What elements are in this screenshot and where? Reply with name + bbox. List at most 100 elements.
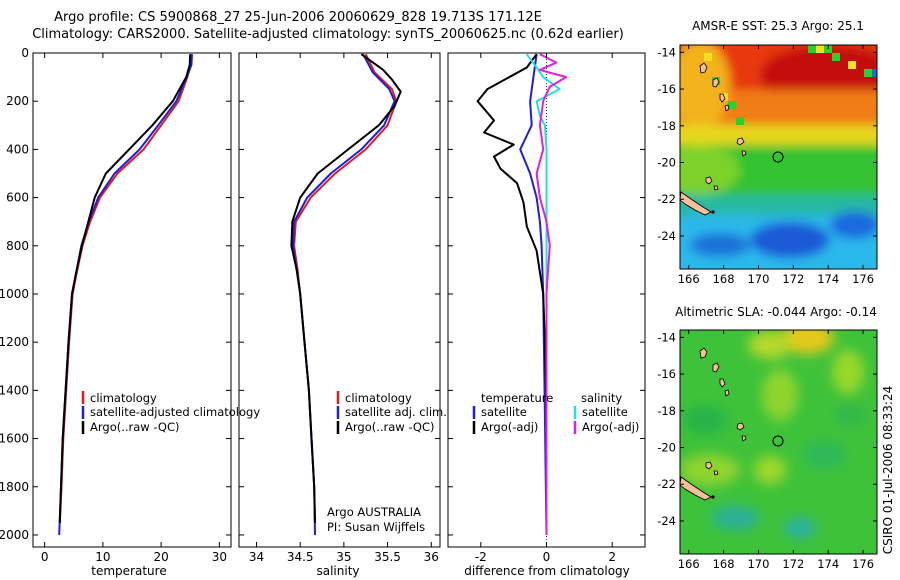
x-tick-label: 10 xyxy=(95,550,110,564)
difference-plot: -2 0 2 xyxy=(448,52,645,564)
map-x-tick-label: 174 xyxy=(817,557,839,571)
depth-tick-label: 1200 xyxy=(0,335,29,349)
figure-title-line1: Argo profile: CS 5900868_27 25-Jun-2006 … xyxy=(54,10,542,25)
legend-label-temp-argo: Argo(-adj) xyxy=(481,420,538,434)
depth-tick-label: 2000 xyxy=(0,528,29,542)
depth-tick-label: 600 xyxy=(6,191,29,205)
x-tick-label: 0 xyxy=(543,550,551,564)
depth-tick-label: 800 xyxy=(6,239,29,253)
legend-label-climatology: climatology xyxy=(90,391,157,405)
attribution-pi: PI: Susan Wijffels xyxy=(327,520,425,534)
map-y-tick-label: -24 xyxy=(657,514,676,528)
depth-tick-label: 0 xyxy=(21,46,29,60)
sla-location-dot xyxy=(711,495,715,499)
sst-profile-marker xyxy=(772,151,784,163)
temperature-plot: 0 10 20 30 xyxy=(33,52,231,564)
map-y-tick-label: -20 xyxy=(657,156,676,170)
temperature-series-climatology xyxy=(58,54,193,523)
legend-label-climatology: climatology xyxy=(345,391,412,405)
map-x-tick-label: 168 xyxy=(713,272,735,286)
sla-map-title: Altimetric SLA: -0.044 Argo: -0.14 xyxy=(675,305,877,319)
legend-header-salinity: salinity xyxy=(581,391,622,405)
sst-map-frame xyxy=(679,44,878,270)
x-tick-label: 36 xyxy=(424,550,439,564)
sla-map xyxy=(680,330,877,554)
sst-map xyxy=(680,45,877,269)
legend-label-argo: Argo(..raw -QC) xyxy=(345,420,435,434)
sst-map-axes: 166 168 170 172 174 176 -14 -16 -18 -20 -22 -24 xyxy=(657,45,877,286)
map-x-tick-label: 172 xyxy=(782,557,804,571)
map-y-tick-label: -16 xyxy=(657,82,676,96)
salinity-series-argo-raw-qc- xyxy=(290,53,402,523)
map-x-tick-label: 168 xyxy=(713,557,735,571)
sla-map-islands xyxy=(680,347,747,501)
temperature-panel-frame xyxy=(32,52,232,548)
x-tick-label: 20 xyxy=(153,550,168,564)
map-x-tick-label: 170 xyxy=(747,272,769,286)
sst-location-dot xyxy=(711,210,715,214)
sst-field xyxy=(680,45,877,269)
difference-series-salinity-argo-adj- xyxy=(535,53,568,535)
sla-profile-marker xyxy=(772,435,784,447)
sst-map-title: AMSR-E SST: 25.3 Argo: 25.1 xyxy=(692,19,864,33)
depth-tick-label: 1600 xyxy=(0,432,29,446)
legend-label-temp-satellite: satellite xyxy=(481,405,527,419)
temperature-xlabel: temperature xyxy=(91,564,166,578)
legend-label-sal-argo: Argo(-adj) xyxy=(582,420,639,434)
depth-tick-label: 200 xyxy=(6,94,29,108)
salinity-series-climatology xyxy=(293,53,398,523)
temperature-series-argo-raw-qc- xyxy=(58,54,192,523)
map-y-tick-label: -16 xyxy=(657,367,676,381)
map-y-tick-label: -18 xyxy=(657,404,676,418)
legend-label-satellite-adjusted: satellite-adjusted climatology xyxy=(90,405,260,419)
legend-label-satellite-adj: satellite adj. clim. xyxy=(345,405,447,419)
x-tick-label: 35 xyxy=(336,550,351,564)
salinity-legend: climatology satellite adj. clim. Argo(..… xyxy=(336,391,447,434)
salinity-xlabel: salinity xyxy=(316,564,359,578)
sst-map-islands xyxy=(680,62,747,216)
sla-map-frame xyxy=(679,329,878,555)
salinity-plot: 34 34.5 35 35.5 36 xyxy=(239,52,440,564)
temperature-legend: climatology satellite-adjusted climatolo… xyxy=(81,391,260,434)
difference-xlabel: difference from climatology xyxy=(464,564,630,578)
x-tick-label: 0 xyxy=(41,550,49,564)
sla-field xyxy=(680,330,865,538)
difference-series-temperature-argo-adj- xyxy=(476,53,548,535)
map-y-tick-label: -22 xyxy=(657,477,676,491)
depth-tick-label: 1400 xyxy=(0,383,29,397)
legend-header-temperature: temperature xyxy=(481,391,553,405)
map-x-tick-label: 166 xyxy=(678,557,700,571)
sla-map-axes: 166 168 170 172 174 176 -14 -16 -18 -20 -22 -24 xyxy=(657,330,877,571)
depth-tick-label: 400 xyxy=(6,142,29,156)
figure-title-line2: Climatology: CARS2000. Satellite-adjuste… xyxy=(32,27,624,42)
salinity-panel-frame xyxy=(238,52,441,548)
x-tick-label: 30 xyxy=(212,550,227,564)
legend-label-argo: Argo(..raw -QC) xyxy=(90,420,180,434)
temperature-series-satellite-adjusted-climatology xyxy=(58,54,193,536)
map-x-tick-label: 176 xyxy=(852,272,874,286)
attribution-program: Argo AUSTRALIA xyxy=(327,505,421,519)
depth-tick-label: 1800 xyxy=(0,480,29,494)
map-y-tick-label: -22 xyxy=(657,192,676,206)
map-y-tick-label: -20 xyxy=(657,441,676,455)
difference-series-salinity-satellite xyxy=(525,53,561,535)
map-x-tick-label: 176 xyxy=(852,557,874,571)
figure-credit: CSIRO 01-Jul-2006 08:33:24 xyxy=(881,386,895,554)
map-x-tick-label: 174 xyxy=(817,272,839,286)
legend-label-sal-satellite: satellite xyxy=(582,405,628,419)
map-x-tick-label: 170 xyxy=(747,557,769,571)
x-tick-label: -2 xyxy=(475,550,487,564)
map-y-tick-label: -24 xyxy=(657,229,676,243)
map-y-tick-label: -14 xyxy=(657,330,676,344)
map-x-tick-label: 172 xyxy=(782,272,804,286)
map-y-tick-label: -18 xyxy=(657,119,676,133)
x-tick-label: 34.5 xyxy=(287,550,314,564)
map-y-tick-label: -14 xyxy=(657,45,676,59)
x-tick-label: 34 xyxy=(249,550,264,564)
salinity-series-satellite-adj-clim- xyxy=(292,53,396,536)
x-tick-label: 35.5 xyxy=(374,550,401,564)
x-tick-label: 2 xyxy=(608,550,616,564)
map-x-tick-label: 166 xyxy=(678,272,700,286)
depth-axis: 0 200 400 600 800 1000 1200 1400 1600 1800 2000 xyxy=(0,46,29,542)
